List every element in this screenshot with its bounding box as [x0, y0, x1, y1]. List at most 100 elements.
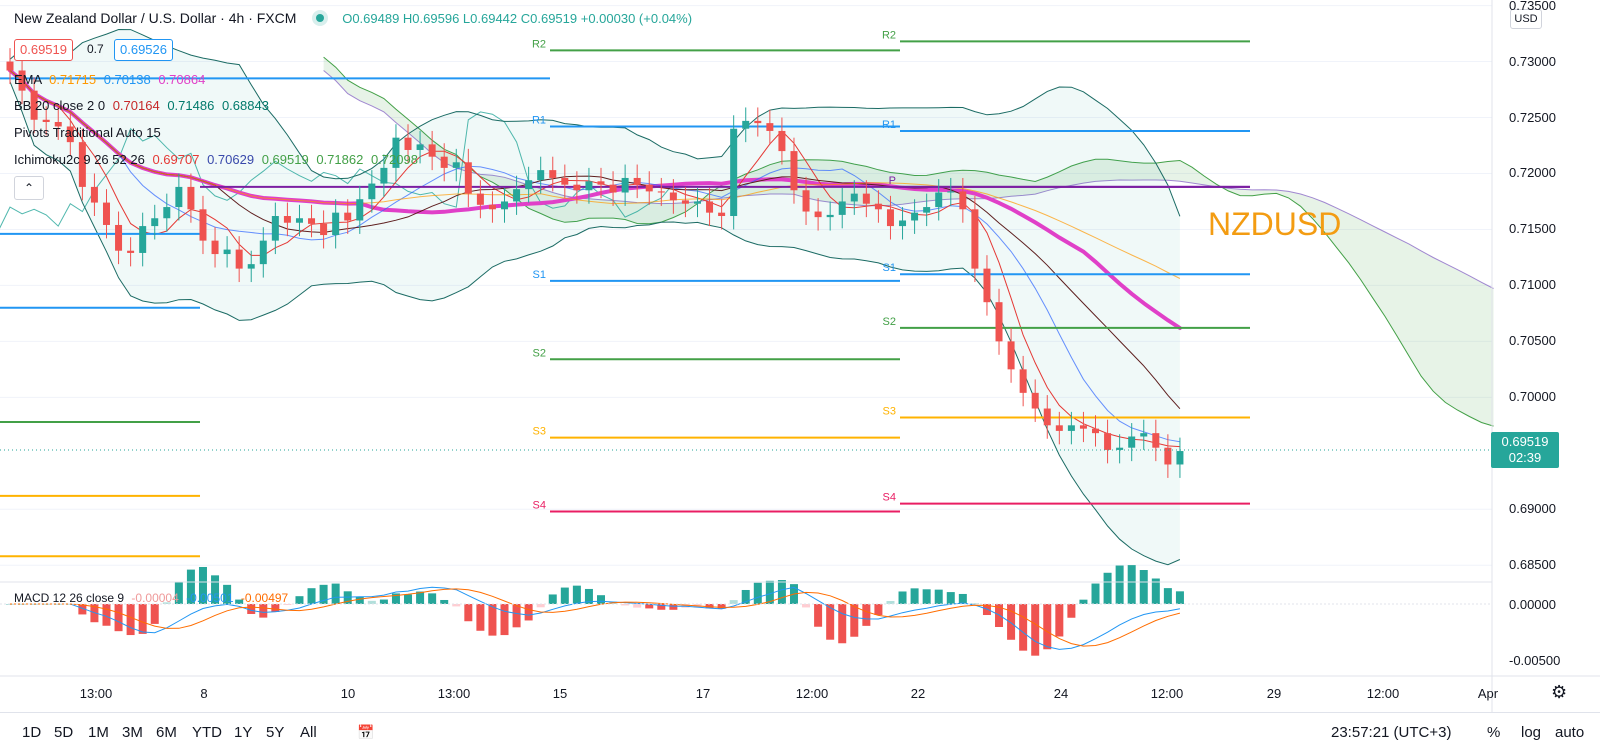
range-button-ytd[interactable]: YTD	[192, 724, 222, 741]
candle-body	[66, 126, 74, 143]
candle	[537, 156, 545, 194]
pivot-label-r1: R1	[882, 119, 896, 131]
candle-body	[971, 209, 979, 269]
symbol-title[interactable]: New Zealand Dollar / U.S. Dollar · 4h · …	[14, 10, 297, 26]
macd-histogram-bar	[379, 599, 388, 604]
price-chart[interactable]: S1S2S3R2R1S1S2S3S4R2R1PS1S2S3S4	[0, 0, 1600, 712]
currency-button[interactable]: USD	[1510, 9, 1542, 29]
ichimoku-value-5: 0.72098	[370, 152, 418, 167]
candle	[127, 237, 135, 267]
range-button-5d[interactable]: 5D	[54, 724, 74, 741]
range-button-1y[interactable]: 1Y	[234, 724, 253, 741]
candle	[115, 211, 123, 265]
pivots-legend[interactable]: Pivots Traditional Auto 15	[14, 125, 161, 141]
candle	[42, 106, 50, 136]
macd-histogram-bar	[1163, 588, 1172, 604]
price-axis-label: 0.71000	[1509, 277, 1556, 293]
range-button-1d[interactable]: 1D	[22, 724, 42, 741]
candle-body	[874, 203, 882, 210]
ema-value-2: 0.70138	[103, 72, 151, 87]
ema-legend[interactable]: EMA 0.71715 0.70138 0.70864	[14, 72, 205, 88]
time-axis-label: 8	[200, 686, 208, 701]
date-range-icon[interactable]: 📅	[357, 724, 375, 740]
sell-button[interactable]: 0.69519	[14, 39, 73, 61]
macd-histogram-bar	[548, 594, 557, 604]
candle-body	[392, 137, 400, 168]
macd-histogram-bar	[1067, 604, 1076, 618]
range-button-all[interactable]: All	[300, 724, 317, 741]
macd-histogram-bar	[428, 593, 437, 604]
candle	[428, 130, 436, 171]
candle-body	[368, 183, 376, 200]
collapse-legend-button[interactable]: ⌃	[14, 176, 44, 200]
candle-body	[127, 250, 135, 253]
pivot-label-r2: R2	[532, 38, 546, 50]
macd-histogram-bar	[717, 604, 726, 609]
macd-histogram-bar	[440, 599, 449, 604]
candlestick-series	[6, 48, 1184, 478]
clock-display[interactable]: 23:57:21 (UTC+3)	[1331, 724, 1452, 741]
candle	[102, 189, 110, 239]
macd-legend[interactable]: MACD 12 26 close 9 -0.00004 -0.00501 -0.…	[14, 590, 288, 606]
pivot-label-p: P	[889, 175, 896, 187]
macd-histogram-bar	[934, 589, 943, 604]
candle-body	[681, 200, 689, 204]
log-toggle[interactable]: log	[1521, 724, 1542, 741]
candle	[78, 128, 86, 201]
macd-histogram-bar	[1079, 599, 1088, 604]
chevron-up-icon: ⌃	[23, 181, 35, 195]
candle-body	[476, 193, 484, 205]
macd-histogram-bar	[271, 604, 280, 612]
candle	[1019, 355, 1027, 407]
auto-toggle[interactable]: auto	[1555, 724, 1585, 741]
ichimoku-legend[interactable]: Ichimoku2c 9 26 52 26 0.69707 0.70629 0.…	[14, 152, 418, 168]
candle-body	[706, 201, 714, 213]
macd-histogram-bar	[584, 588, 593, 604]
macd-histogram-bar	[536, 604, 545, 608]
candle	[947, 177, 955, 206]
pivot-label-s4: S4	[883, 492, 896, 504]
candle	[476, 180, 484, 219]
range-button-3m[interactable]: 3M	[122, 724, 143, 741]
macd-histogram-bar	[174, 582, 183, 604]
time-axis-label: 10	[340, 686, 356, 701]
percent-toggle[interactable]: %	[1487, 724, 1501, 741]
candle	[235, 236, 243, 283]
macd-histogram-bar	[138, 604, 147, 634]
candle-body	[609, 184, 617, 193]
candle	[1043, 395, 1051, 439]
candle-body	[778, 130, 786, 152]
candle-body	[657, 191, 665, 193]
candle	[874, 190, 882, 223]
candle	[657, 177, 665, 206]
candle-body	[669, 192, 677, 201]
buy-button[interactable]: 0.69526	[114, 39, 173, 61]
ema-line-slow	[9, 70, 1181, 279]
candle-body	[718, 212, 726, 217]
candle	[223, 236, 231, 268]
macd-histogram-bar	[524, 604, 533, 621]
candle-body	[18, 70, 26, 91]
candle	[971, 195, 979, 283]
last-price-value: 0.69519	[1501, 434, 1549, 449]
macd-histogram-bar	[862, 604, 871, 626]
macd-histogram-bar	[404, 594, 413, 604]
settings-gear-icon[interactable]: ⚙	[1551, 682, 1568, 702]
candle	[1104, 419, 1112, 464]
pivot-label-s4: S4	[533, 499, 546, 511]
macd-histogram-bar	[476, 604, 485, 631]
last-price-label: 0.69519 02:39	[1491, 432, 1559, 468]
range-button-6m[interactable]: 6M	[156, 724, 177, 741]
range-button-5y[interactable]: 5Y	[266, 724, 285, 741]
chart-grid	[0, 5, 1492, 566]
ema-label: EMA	[14, 72, 42, 87]
candle-body	[488, 204, 496, 210]
candle	[766, 109, 774, 145]
candle	[501, 188, 509, 223]
bb-legend[interactable]: BB 20 close 2 0 0.70164 0.71486 0.68843	[14, 98, 269, 114]
candle	[911, 199, 919, 234]
time-axis-label: 15	[552, 686, 568, 701]
range-button-1m[interactable]: 1M	[88, 724, 109, 741]
candle-body	[151, 218, 159, 227]
macd-histogram-bar	[283, 604, 292, 605]
